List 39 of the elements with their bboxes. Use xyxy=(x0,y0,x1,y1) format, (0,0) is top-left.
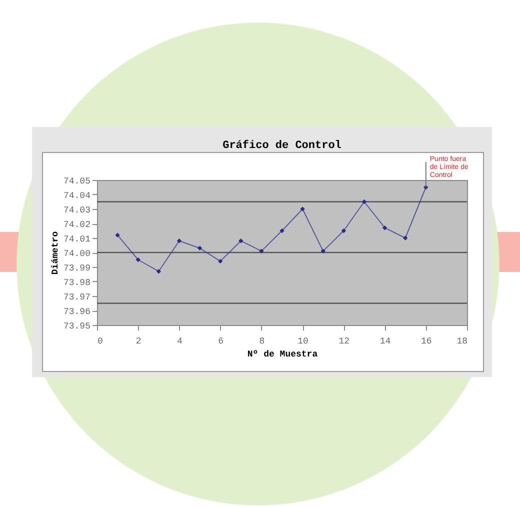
point xyxy=(402,236,408,240)
y-tick-label: 74.04 xyxy=(63,191,90,201)
x-tick-label: 16 xyxy=(420,336,432,346)
x-tick-label: 14 xyxy=(380,336,391,346)
x-tick-label: 18 xyxy=(456,336,468,346)
y-axis-title: Diámetro xyxy=(50,231,60,275)
x-tick-label: 2 xyxy=(136,336,142,346)
x-tick-label: 0 xyxy=(98,336,103,346)
point xyxy=(341,228,346,234)
y-tick-label: 74.03 xyxy=(63,206,90,216)
point xyxy=(259,248,264,254)
x-tick-label: 10 xyxy=(298,336,308,346)
point xyxy=(300,206,305,212)
point xyxy=(218,258,223,264)
y-tick-label: 73.95 xyxy=(63,322,90,332)
point xyxy=(115,232,120,238)
point xyxy=(280,228,284,234)
point xyxy=(320,248,326,254)
y-tick-label: 73.96 xyxy=(63,307,90,317)
x-tick-label: 12 xyxy=(338,336,350,346)
point xyxy=(136,257,140,262)
point xyxy=(176,238,182,244)
x-tick-label: 4 xyxy=(177,336,182,346)
y-tick-label: 73.98 xyxy=(63,278,90,288)
y-tick-label: 74.05 xyxy=(63,176,90,186)
point xyxy=(238,238,244,244)
point xyxy=(362,199,367,204)
point xyxy=(382,226,388,230)
y-tick-label: 74.00 xyxy=(63,249,90,259)
y-tick-label: 73.97 xyxy=(63,292,90,302)
x-tick-label: 6 xyxy=(218,336,224,346)
y-tick-label: 74.02 xyxy=(63,220,90,230)
y-tick-label: 73.99 xyxy=(63,264,90,274)
point xyxy=(197,246,202,250)
chart-title: Gráfico de Control xyxy=(222,139,342,152)
x-axis-title: Nº de Muestra xyxy=(247,350,318,360)
y-tick-label: 74.01 xyxy=(63,234,90,244)
x-tick-label: 8 xyxy=(259,336,265,346)
point xyxy=(156,269,162,274)
